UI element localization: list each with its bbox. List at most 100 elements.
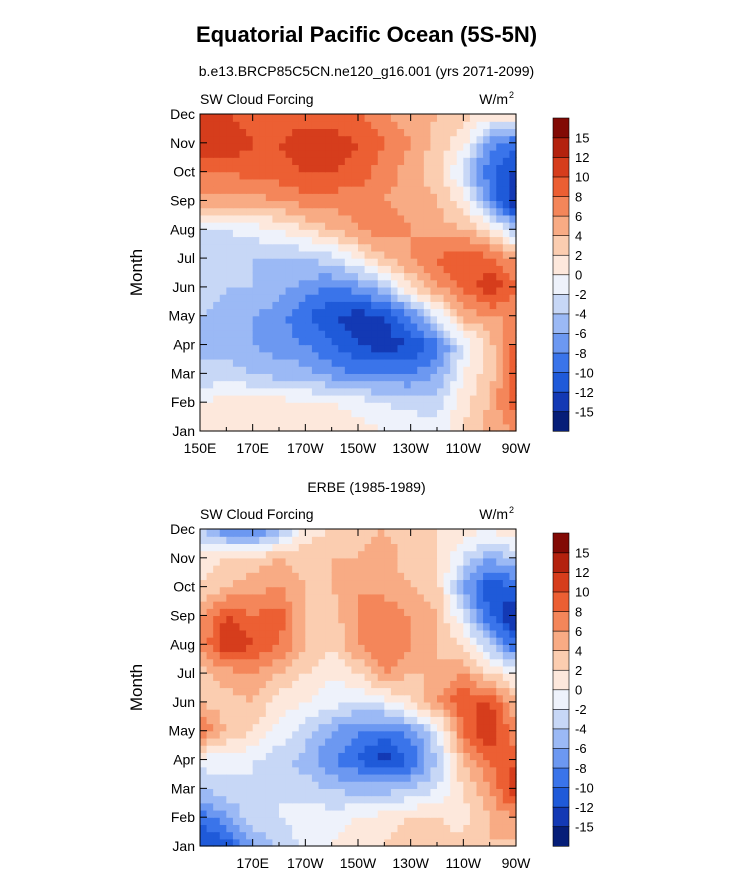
heatmap-cell [213, 644, 221, 653]
heatmap-cell [311, 759, 320, 768]
heatmap-cell [318, 164, 326, 173]
heatmap-cell [377, 694, 385, 703]
heatmap-cell [311, 723, 320, 732]
heatmap-cell [292, 572, 300, 581]
heatmap-cell [285, 135, 293, 144]
heatmap-cell [252, 150, 260, 158]
heatmap-cell [344, 121, 353, 129]
heatmap-cell [377, 286, 385, 295]
heatmap-cell [509, 294, 517, 302]
heatmap-cell [443, 608, 451, 617]
heatmap-cell [384, 186, 392, 194]
heatmap-cell [364, 773, 372, 782]
heatmap-cell [252, 394, 260, 403]
heatmap-cell [292, 550, 300, 559]
heatmap-cell [318, 286, 326, 295]
heatmap-cell [279, 402, 287, 410]
heatmap-cell [483, 243, 491, 252]
heatmap-cell [390, 128, 399, 137]
heatmap-cell [292, 615, 300, 624]
heatmap-cell [331, 121, 339, 129]
heatmap-cell [213, 593, 221, 602]
heatmap-cell [384, 265, 392, 274]
heatmap-cell [338, 258, 346, 266]
heatmap-cell [450, 272, 458, 281]
heatmap-cell [430, 373, 438, 382]
heatmap-cell [239, 709, 247, 717]
heatmap-cell [279, 687, 287, 696]
heatmap-cell [483, 687, 491, 696]
heatmap-cell [298, 673, 306, 681]
heatmap-cell [259, 730, 267, 739]
heatmap-cell [384, 250, 392, 259]
heatmap-cell [358, 795, 366, 804]
heatmap-cell [206, 687, 214, 696]
heatmap-cell [364, 550, 372, 559]
heatmap-cell [397, 222, 405, 230]
heatmap-cell [305, 766, 313, 775]
heatmap-cell [239, 831, 247, 840]
heatmap-cell [311, 193, 320, 202]
heatmap-cell [509, 308, 517, 317]
heatmap-cell [331, 315, 339, 324]
heatmap-cell [200, 788, 208, 797]
heatmap-cell [483, 601, 491, 609]
heatmap-cell [206, 207, 214, 216]
heatmap-cell [410, 272, 418, 281]
heatmap-cell [410, 200, 418, 209]
heatmap-cell [430, 150, 438, 158]
heatmap-cell [437, 586, 445, 595]
heatmap-cell [272, 330, 280, 338]
heatmap-cell [404, 315, 412, 324]
heatmap-cell [430, 387, 438, 396]
heatmap-cell [456, 651, 464, 660]
heatmap-cell [338, 773, 346, 782]
heatmap-cell [469, 781, 478, 789]
heatmap-cell [463, 709, 471, 717]
heatmap-cell [450, 207, 458, 216]
heatmap-cell [463, 622, 471, 631]
heatmap-cell [410, 536, 418, 544]
heatmap-cell [496, 644, 504, 653]
heatmap-cell [417, 629, 425, 638]
heatmap-cell [476, 214, 484, 223]
heatmap-cell [430, 766, 438, 775]
heatmap-cell [292, 308, 300, 317]
heatmap-cell [463, 529, 471, 537]
heatmap-cell [285, 344, 293, 353]
heatmap-cell [200, 330, 208, 338]
x-tick-label: 150W [340, 855, 377, 871]
heatmap-cell [404, 565, 412, 573]
heatmap-cell [213, 723, 221, 732]
heatmap-cell [305, 207, 313, 216]
heatmap-cell [232, 286, 241, 295]
heatmap-cell [437, 536, 445, 544]
heatmap-cell [298, 337, 306, 346]
heatmap-cell [463, 781, 471, 789]
heatmap-cell [351, 838, 359, 847]
heatmap-cell [397, 651, 405, 660]
heatmap-cell [200, 687, 208, 696]
heatmap-cell [476, 593, 484, 602]
heatmap-cell [489, 824, 497, 833]
heatmap-cell [259, 409, 267, 418]
heatmap-cell [364, 608, 372, 617]
heatmap-cell [423, 366, 432, 374]
heatmap-cell [358, 644, 366, 653]
heatmap-cell [219, 723, 227, 732]
heatmap-cell [371, 157, 379, 166]
heatmap-cell [246, 709, 254, 717]
heatmap-cell [239, 272, 247, 281]
heatmap-cell [232, 178, 241, 187]
heatmap-cell [305, 601, 313, 609]
heatmap-cell [338, 294, 346, 302]
heatmap-cell [502, 737, 511, 746]
heatmap-cell [384, 358, 392, 367]
heatmap-cell [371, 673, 379, 681]
heatmap-cell [338, 759, 346, 768]
heatmap-cell [397, 802, 405, 811]
heatmap-cell [325, 373, 333, 382]
heatmap-cell [259, 373, 267, 382]
heatmap-cell [305, 673, 313, 681]
heatmap-cell [219, 272, 227, 281]
